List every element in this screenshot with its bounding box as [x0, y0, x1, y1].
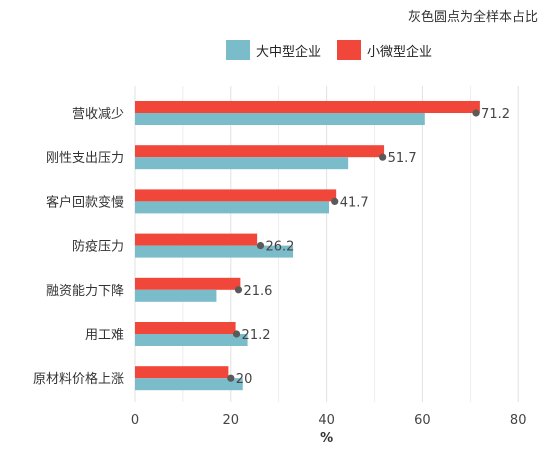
x-tick-label: 80: [510, 413, 527, 428]
category-label: 用工难: [85, 328, 124, 343]
overall-dot: [227, 374, 235, 382]
overall-dot: [256, 242, 265, 250]
overall-dot: [234, 286, 243, 294]
overall-dot: [379, 153, 387, 161]
overall-value-label: 20: [236, 372, 253, 387]
overall-dot: [472, 109, 480, 117]
overall-dot: [331, 197, 339, 205]
bar-small: [135, 189, 337, 202]
bar-small: [135, 322, 236, 334]
bar-small: [135, 366, 229, 379]
legend-item-large: 大中型企业: [226, 40, 321, 60]
overall-value-label: 71.2: [481, 107, 510, 122]
x-axis-label: %: [320, 431, 333, 446]
bar-small: [135, 277, 241, 290]
bar-small: [135, 101, 480, 113]
category-label: 刚性支出压力: [46, 151, 124, 166]
bar-large: [135, 113, 425, 125]
overall-value-label: 51.7: [388, 151, 417, 166]
bar-small: [135, 233, 258, 246]
overall-value-label: 41.7: [340, 195, 369, 210]
legend-label-large: 大中型企业: [256, 44, 322, 60]
overall-dot: [232, 330, 241, 338]
x-tick-label: 60: [414, 413, 431, 428]
bar-large: [135, 157, 349, 170]
bar-large: [135, 201, 329, 214]
overall-value-label: 26.2: [265, 240, 294, 255]
x-tick-label: 0: [131, 413, 139, 428]
legend-swatch-large: [226, 40, 250, 60]
category-label: 营收减少: [72, 107, 124, 122]
bar-large: [135, 245, 294, 258]
overall-value-label: 21.2: [242, 328, 271, 343]
bar-large: [135, 289, 217, 302]
bar-small: [135, 145, 385, 158]
bar-large: [135, 334, 248, 346]
category-label: 客户回款变慢: [46, 194, 124, 210]
chart-note: 灰色圆点为全样本占比: [407, 10, 538, 25]
x-tick-label: 40: [318, 413, 335, 428]
legend-label-small: 小微型企业: [367, 44, 433, 60]
category-label: 融资能力下降: [46, 284, 124, 299]
x-tick-label: 20: [223, 413, 240, 428]
category-label: 防疫压力: [72, 239, 124, 255]
legend: 大中型企业 小微型企业: [226, 40, 448, 60]
legend-item-small: 小微型企业: [337, 40, 432, 60]
legend-swatch-small: [337, 40, 362, 60]
category-label: 原材料价格上涨: [33, 371, 124, 387]
bar-large: [135, 378, 243, 391]
overall-value-label: 21.6: [243, 284, 272, 299]
